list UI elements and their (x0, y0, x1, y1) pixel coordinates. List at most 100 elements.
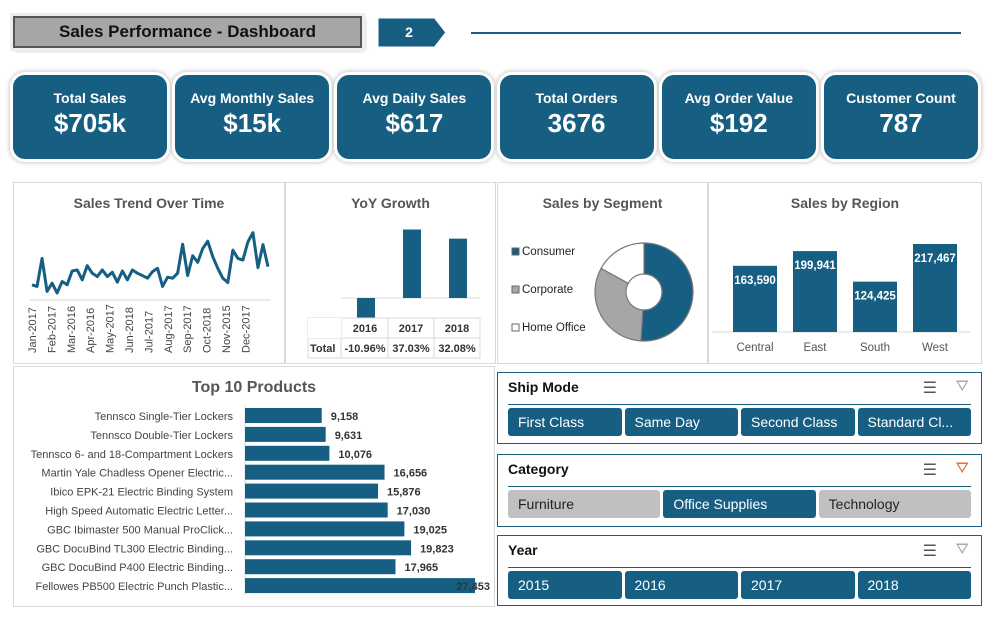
product-label: Tennsco 6- and 18-Compartment Lockers (31, 449, 234, 461)
yoy-panel: YoY Growth Total 2016 -10.96% 2017 37.03% 201… (285, 182, 496, 364)
header-divider (471, 32, 961, 34)
kpi-value: $192 (709, 108, 768, 138)
product-label: GBC DocuBind P400 Electric Binding... (42, 562, 233, 574)
data-label: 10,076 (338, 449, 372, 461)
product-label: Ibico EPK-21 Electric Binding System (50, 487, 233, 499)
segment-panel: Sales by Segment Consumer Corporate Home O… (497, 182, 708, 364)
product-bar (245, 502, 388, 518)
data-label: 163,590 (734, 275, 776, 287)
growth-label: 37.03% (392, 343, 430, 355)
slicer-item[interactable]: Furniture (508, 490, 661, 518)
growth-label: -10.96% (345, 343, 386, 355)
product-bar (245, 521, 405, 537)
clear-filter-icon[interactable]: ⛛ (955, 460, 969, 477)
product-bar (245, 559, 396, 575)
data-label: 124,425 (854, 291, 896, 303)
multi-select-icon[interactable]: ☰ (922, 462, 937, 479)
top-products-chart: Tennsco Single-Tier Lockers 9,158 Tennsco … (31, 405, 490, 595)
slicer-item[interactable]: Office Supplies (663, 490, 816, 518)
slicer-item[interactable]: 2015 (508, 571, 622, 599)
slicer-ship-mode: Ship Mode ☰ ⛛ First Class Same Day Second … (497, 372, 982, 444)
data-label: 17,965 (405, 562, 439, 574)
sales-trend-panel: Sales Trend Over Time Jan-2017 Feb-2017 Ma… (13, 182, 285, 364)
yoy-chart: Total 2016 -10.96% 2017 37.03% 2018 32.08% (307, 229, 481, 359)
slicer-divider (508, 486, 971, 487)
kpi-label: Customer Count (846, 90, 956, 106)
kpi-label: Avg Order Value (684, 90, 793, 106)
year-label: 2018 (445, 323, 469, 335)
legend-swatch (511, 285, 520, 294)
product-label: Tennsco Double-Tier Lockers (90, 430, 233, 442)
kpi-label: Total Sales (53, 90, 127, 106)
slicer-title: Ship Mode (508, 379, 579, 395)
year-label: 2016 (353, 323, 377, 335)
kpi-value: $705k (53, 108, 127, 138)
product-bar (245, 483, 379, 499)
slicer-title: Category (508, 461, 569, 477)
trend-line (31, 231, 270, 295)
dashboard-title: Sales Performance - Dashboard (13, 16, 362, 48)
x-tick-label: Aug-2017 (163, 305, 175, 353)
data-label: 217,467 (914, 253, 956, 265)
slicer-item[interactable]: 2016 (624, 571, 738, 599)
segment-slice (640, 242, 694, 342)
growth-label: 32.08% (438, 343, 476, 355)
slicer-divider (508, 567, 971, 568)
slicer-item[interactable]: Second Class (741, 408, 855, 436)
slicer-item[interactable]: 2017 (741, 571, 855, 599)
x-tick-label: May-2017 (105, 304, 117, 353)
x-tick-label: Nov-2015 (221, 305, 233, 353)
x-tick-label: Mar-2016 (66, 306, 78, 353)
x-tick-label: Apr-2016 (85, 308, 97, 353)
slicer-item[interactable]: Same Day (624, 408, 738, 436)
slicer-item[interactable]: 2018 (857, 571, 971, 599)
kpi-label: Avg Daily Sales (362, 90, 467, 106)
multi-select-icon[interactable]: ☰ (922, 543, 937, 560)
multi-select-icon[interactable]: ☰ (922, 380, 937, 397)
chart-title: Sales by Region (790, 195, 900, 211)
segment-chart: Consumer Corporate Home Office (511, 242, 694, 342)
product-label: GBC DocuBind TL300 Electric Binding... (36, 543, 233, 555)
yoy-bar (449, 238, 467, 298)
yoy-bar (357, 298, 375, 319)
kpi-value: 3676 (547, 108, 606, 138)
slicer-category: Category ☰ ⛛ Furniture Office Supplies Tec… (497, 454, 982, 527)
kpi-card: Customer Count 787 (824, 75, 978, 159)
x-tick-label: Dec-2017 (240, 305, 252, 353)
x-tick-label: Oct-2018 (202, 308, 214, 353)
data-label: 16,656 (394, 468, 428, 480)
data-label: 19,823 (420, 543, 454, 555)
slicer-item[interactable]: Standard Cl... (857, 408, 971, 436)
row-label: Total (310, 343, 335, 355)
segment-slice (600, 242, 645, 285)
x-tick-label: Feb-2017 (46, 306, 58, 353)
page-number: 2 (405, 24, 413, 40)
data-label: 9,158 (331, 411, 359, 423)
slicer-item[interactable]: First Class (508, 408, 622, 436)
top-products-panel: Top 10 Products Tennsco Single-Tier Lock… (13, 366, 495, 607)
category-label: Central (736, 342, 773, 354)
product-bar (245, 426, 326, 442)
category-label: South (860, 342, 890, 354)
slicer-item[interactable]: Technology (818, 490, 971, 518)
chart-title: Sales Trend Over Time (73, 195, 225, 211)
kpi-value: 787 (879, 108, 923, 138)
clear-filter-icon[interactable]: ⛛ (955, 378, 969, 395)
kpi-card: Avg Monthly Sales $15k (175, 75, 330, 159)
product-bar (245, 464, 385, 480)
slicer-divider (508, 404, 971, 405)
product-bar (245, 540, 412, 556)
kpi-card: Avg Daily Sales $617 (337, 75, 492, 159)
chart-title: Sales by Segment (542, 195, 663, 211)
slicer-year: Year ☰ ⛛ 2015 2016 2017 2018 (497, 535, 982, 606)
category-label: West (922, 342, 949, 354)
page-number-button[interactable]: 2 (375, 15, 449, 50)
product-label: Tennsco Single-Tier Lockers (95, 411, 234, 423)
data-label: 19,025 (413, 524, 447, 536)
yoy-bar (403, 229, 421, 298)
kpi-card: Avg Order Value $192 (661, 75, 816, 159)
sales-trend-chart: Jan-2017 Feb-2017 Mar-2016 Apr-2016 May-2017… (27, 231, 271, 353)
legend-label: Home Office (522, 322, 586, 334)
product-bar (245, 445, 330, 461)
clear-filter-icon[interactable]: ⛛ (955, 541, 969, 558)
